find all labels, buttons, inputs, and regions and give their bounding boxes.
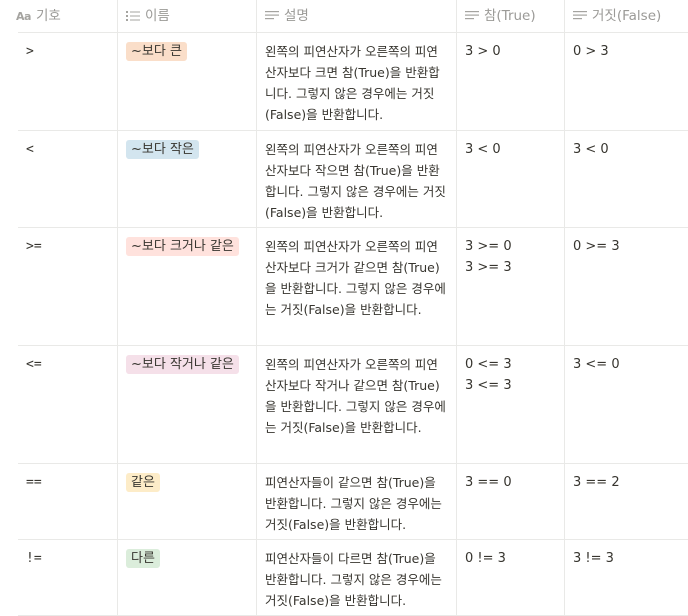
name-cell[interactable]: 같은 [118,464,257,539]
false-example-cell[interactable]: 3 == 2 [565,464,688,539]
name-cell[interactable]: ~보다 큰 [118,33,257,130]
example-line: 3 == 2 [573,475,620,490]
symbol-cell[interactable]: < [18,131,118,227]
description-cell[interactable]: 피연산자들이 다르면 참(True)을 반환합니다. 그렇지 않은 경우에는 거… [257,540,457,615]
example-line: 3 < 0 [465,142,501,157]
symbol-cell[interactable]: <= [18,346,118,463]
example-line: 3 <= 3 [465,378,512,393]
example-line: 3 < 0 [573,142,609,157]
name-tag: ~보다 작거나 같은 [126,355,239,374]
example-line: 0 != 3 [465,551,506,566]
true-example-cell[interactable]: 0 != 3 [457,540,565,615]
operators-table: Aa 기호 이름 [16,0,688,616]
false-example-cell[interactable]: 3 < 0 [565,131,688,227]
symbol-cell[interactable]: >= [18,228,118,345]
name-tag: ~보다 크거나 같은 [126,237,239,256]
true-example-cell[interactable]: 3 < 0 [457,131,565,227]
column-header-label: 설명 [284,7,309,24]
table-row[interactable]: == 같은 피연산자들이 같으면 참(True)을 반환합니다. 그렇지 않은 … [18,464,688,540]
name-cell[interactable]: 다른 [118,540,257,615]
true-example-cell[interactable]: 0 <= 3 3 <= 3 [457,346,565,463]
example-line: 3 >= 0 [465,239,512,254]
column-header-label: 이름 [145,7,170,24]
example-line: 0 <= 3 [465,357,512,372]
column-header-false[interactable]: 거짓(False) [565,0,688,32]
column-header-name[interactable]: 이름 [118,0,257,32]
table-row[interactable]: != 다른 피연산자들이 다르면 참(True)을 반환합니다. 그렇지 않은 … [18,540,688,616]
table-row[interactable]: <= ~보다 작거나 같은 왼쪽의 피연산자가 오른쪽의 피연산자보다 작거나 … [18,346,688,464]
list-icon [126,10,140,22]
column-header-label: 참(True) [484,7,536,24]
description-cell[interactable]: 왼쪽의 피연산자가 오른쪽의 피연산자보다 작거나 같으면 참(True)을 반… [257,346,457,463]
name-cell[interactable]: ~보다 크거나 같은 [118,228,257,345]
name-cell[interactable]: ~보다 작은 [118,131,257,227]
column-header-true[interactable]: 참(True) [457,0,565,32]
example-line: 0 > 3 [573,44,609,59]
true-example-cell[interactable]: 3 > 0 [457,33,565,130]
text-icon [573,10,587,22]
example-line: 0 >= 3 [573,239,620,254]
name-tag: ~보다 큰 [126,42,187,61]
example-line: 3 <= 0 [573,357,620,372]
false-example-cell[interactable]: 3 <= 0 [565,346,688,463]
symbol-cell[interactable]: == [18,464,118,539]
column-header-label: 기호 [35,7,61,24]
example-line: 3 != 3 [573,551,614,566]
description-cell[interactable]: 왼쪽의 피연산자가 오른쪽의 피연산자보다 작으면 참(True)을 반환합니다… [257,131,457,227]
false-example-cell[interactable]: 0 > 3 [565,33,688,130]
symbol-cell[interactable]: > [18,33,118,130]
example-line: 3 >= 3 [465,260,512,275]
table-header: Aa 기호 이름 [16,0,688,33]
title-icon: Aa [16,9,31,23]
example-line: 3 == 0 [465,475,512,490]
table-row[interactable]: < ~보다 작은 왼쪽의 피연산자가 오른쪽의 피연산자보다 작으면 참(Tru… [18,131,688,228]
description-cell[interactable]: 왼쪽의 피연산자가 오른쪽의 피연산자보다 크면 참(True)을 반환합니다.… [257,33,457,130]
description-cell[interactable]: 피연산자들이 같으면 참(True)을 반환합니다. 그렇지 않은 경우에는 거… [257,464,457,539]
column-header-description[interactable]: 설명 [257,0,457,32]
column-header-symbol[interactable]: Aa 기호 [8,0,118,32]
table-row[interactable]: >= ~보다 크거나 같은 왼쪽의 피연산자가 오른쪽의 피연산자보다 크거가 … [18,228,688,346]
false-example-cell[interactable]: 3 != 3 [565,540,688,615]
name-tag: ~보다 작은 [126,140,199,159]
name-cell[interactable]: ~보다 작거나 같은 [118,346,257,463]
name-tag: 같은 [126,473,160,492]
name-tag: 다른 [126,549,160,568]
text-icon [265,10,279,22]
description-cell[interactable]: 왼쪽의 피연산자가 오른쪽의 피연산자보다 크거가 같으면 참(True)을 반… [257,228,457,345]
symbol-cell[interactable]: != [18,540,118,615]
example-line: 3 > 0 [465,44,501,59]
true-example-cell[interactable]: 3 == 0 [457,464,565,539]
column-header-label: 거짓(False) [592,7,662,24]
table-row[interactable]: > ~보다 큰 왼쪽의 피연산자가 오른쪽의 피연산자보다 크면 참(True)… [18,33,688,131]
text-icon [465,10,479,22]
false-example-cell[interactable]: 0 >= 3 [565,228,688,345]
true-example-cell[interactable]: 3 >= 0 3 >= 3 [457,228,565,345]
